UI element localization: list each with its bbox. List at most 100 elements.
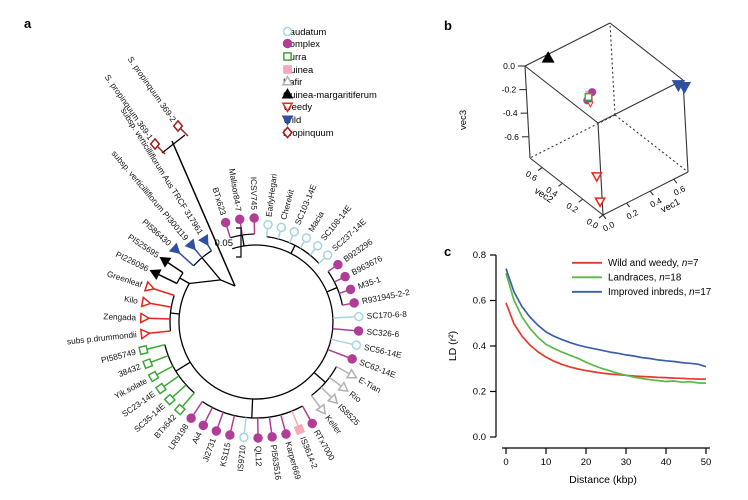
tree-leaf-label: EarlyHegari bbox=[264, 173, 279, 217]
clade-connector bbox=[241, 234, 245, 247]
scale-bar-label: 0.05 bbox=[215, 238, 234, 249]
clade-connector bbox=[313, 372, 326, 383]
leaf-marker bbox=[147, 370, 160, 383]
vec3-tick-label: 0.0 bbox=[503, 61, 515, 71]
leaf-stem bbox=[204, 407, 214, 423]
panel-a-label: a bbox=[24, 16, 32, 31]
circle-legend-icon bbox=[282, 39, 293, 49]
y-tick-label: 0.8 bbox=[473, 250, 486, 261]
tree-leaf-label: Karper669 bbox=[284, 440, 304, 480]
leaf-stem bbox=[181, 392, 195, 407]
marker-shape bbox=[282, 125, 293, 139]
tick-mark bbox=[537, 167, 543, 171]
leaf-marker bbox=[225, 430, 235, 440]
legend-item-label: Durra bbox=[283, 50, 307, 62]
leaf-stem bbox=[332, 316, 355, 319]
marker-shape bbox=[163, 393, 176, 406]
marker-shape bbox=[586, 101, 594, 108]
series-line bbox=[505, 302, 707, 381]
leaf-marker bbox=[333, 259, 343, 270]
marker-shape bbox=[541, 51, 555, 63]
tree-leaf-label: Cherekit bbox=[278, 188, 296, 221]
legend-item: Wild bbox=[281, 113, 377, 126]
leaf-marker bbox=[351, 340, 362, 350]
legend-item-label: Guinea bbox=[283, 63, 314, 75]
leaf-marker bbox=[154, 382, 168, 395]
leaf-marker bbox=[345, 284, 356, 295]
tree-leaf-label: E-Tian bbox=[357, 375, 383, 396]
marker-shape bbox=[168, 242, 181, 255]
leaf-marker bbox=[315, 403, 327, 415]
leaf-marker bbox=[198, 420, 209, 431]
leaf-stem bbox=[318, 257, 326, 264]
tree-leaf-label: PI585749 bbox=[100, 347, 137, 365]
marker-shape bbox=[283, 52, 292, 61]
cube-edge bbox=[609, 22, 684, 81]
x-tick-label: 50 bbox=[701, 457, 712, 468]
leaf-marker bbox=[138, 344, 149, 356]
series-line bbox=[505, 268, 707, 368]
marker-shape bbox=[281, 102, 294, 114]
clade-connector bbox=[326, 287, 338, 293]
tree-leaf-label: Ji2731 bbox=[200, 436, 218, 463]
tree-leaf-label: R931945-2-2 bbox=[361, 287, 411, 306]
clade-connector bbox=[251, 398, 254, 418]
leaf-marker bbox=[354, 311, 364, 322]
leaf-stem bbox=[147, 343, 165, 350]
leaf-marker bbox=[353, 326, 364, 336]
marker-shape bbox=[281, 75, 294, 86]
leaf-stem bbox=[320, 386, 332, 398]
leaf-stem bbox=[178, 251, 195, 267]
leaf-stem bbox=[216, 411, 224, 428]
leaf-marker bbox=[149, 269, 162, 280]
vec1-axis-label: vec1 bbox=[659, 197, 682, 216]
leaf-marker bbox=[322, 250, 333, 260]
marker-shape bbox=[249, 213, 259, 223]
clade-arc bbox=[176, 272, 184, 284]
leaf-stem bbox=[148, 317, 171, 320]
legend-item-label: Caudatum bbox=[283, 25, 327, 37]
panel-b-label: b bbox=[444, 18, 452, 33]
leaf-stem bbox=[332, 327, 355, 332]
cube-edge bbox=[682, 79, 689, 173]
clade-connector bbox=[290, 245, 296, 254]
marker-shape bbox=[234, 214, 245, 225]
marker-shape bbox=[345, 368, 358, 379]
leaf-marker bbox=[168, 242, 181, 255]
marker-shape bbox=[239, 432, 249, 443]
leaf-stem bbox=[163, 375, 180, 387]
triangle-down-legend-icon bbox=[281, 115, 294, 126]
scale-bar-bracket bbox=[236, 227, 242, 258]
tree-leaf-label: Rio bbox=[347, 389, 363, 405]
marker-shape bbox=[173, 403, 187, 416]
leaf-marker bbox=[139, 312, 151, 324]
leaf-marker bbox=[139, 328, 152, 340]
marker-shape bbox=[186, 413, 196, 423]
legend-marker bbox=[282, 26, 293, 37]
marker-shape bbox=[281, 115, 294, 126]
series-legend-label: Landraces, n=18 bbox=[608, 273, 682, 284]
marker-shape bbox=[353, 326, 364, 336]
scatter3d-point bbox=[541, 51, 555, 63]
leaf-stem bbox=[156, 365, 174, 376]
leaf-stem bbox=[309, 248, 316, 256]
x-tick-label: 30 bbox=[621, 457, 632, 468]
leaf-marker bbox=[337, 381, 349, 393]
marker-shape bbox=[315, 403, 327, 415]
legend-item: Kafir bbox=[281, 75, 377, 88]
tick-mark bbox=[598, 214, 604, 219]
marker-shape bbox=[184, 238, 196, 251]
marker-shape bbox=[281, 429, 291, 439]
leaf-marker bbox=[239, 432, 249, 443]
leaf-stem bbox=[192, 401, 203, 416]
tree-leaf-label: Greenleaf bbox=[106, 269, 144, 290]
tree-leaf-label: ICSV745 bbox=[249, 177, 260, 211]
legend-item: Caudatum bbox=[281, 25, 377, 38]
marker-shape bbox=[590, 172, 603, 183]
leaf-stem bbox=[330, 338, 353, 346]
legend-marker bbox=[281, 87, 294, 99]
leaf-marker bbox=[349, 298, 359, 308]
leaf-marker bbox=[186, 413, 196, 423]
leaf-marker bbox=[220, 217, 231, 228]
